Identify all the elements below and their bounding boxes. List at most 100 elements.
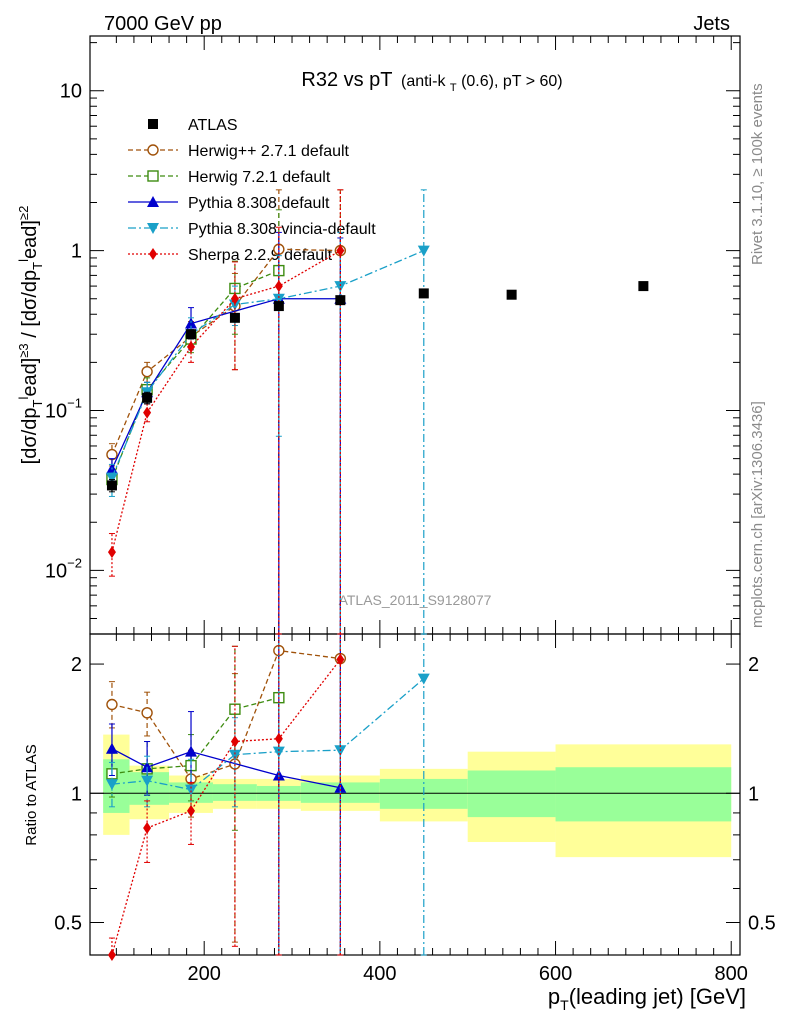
ratio-y-tick-label-left: 0.5: [54, 912, 82, 934]
x-label-rest: (leading jet) [GeV]: [569, 984, 746, 1009]
ratio-y-axis-label: Ratio to ATLAS: [23, 744, 40, 845]
main-point-atlas: [506, 289, 517, 300]
y-label-part-4: ead]: [19, 220, 41, 259]
ratio-point-vincia: [272, 746, 285, 758]
legend-marker-atlas: [148, 119, 158, 129]
ratio-point-vincia: [417, 673, 430, 685]
legend-label-herwigpp: Herwig++ 2.7.1 default: [188, 143, 350, 160]
main-point-atlas: [106, 480, 117, 491]
y-label-part-3: / [dσ/dp: [19, 270, 41, 344]
legend-label-herwig7: Herwig 7.2.1 default: [188, 169, 331, 186]
main-y-tick-label-base: 10: [45, 401, 67, 423]
main-line-sherpa: [111, 250, 341, 553]
main-y-tick-label-base: 10: [60, 81, 82, 103]
legend-label-pythia: Pythia 8.308 default: [188, 195, 330, 212]
main-point-sherpa: [107, 546, 116, 559]
main-point-atlas: [186, 329, 197, 340]
main-y-tick-label-base: 1: [71, 241, 82, 263]
main-point-atlas: [638, 281, 649, 292]
legend-entry-herwigpp: Herwig++ 2.7.1 default: [128, 143, 350, 160]
legend-marker-vincia: [147, 223, 159, 234]
ratio-y-tick-label-right: 1: [748, 783, 759, 805]
legend-label-vincia: Pythia 8.308 vincia-default: [188, 221, 376, 238]
legend-entry-herwig7: Herwig 7.2.1 default: [128, 169, 331, 186]
watermark: ATLAS_2011_S9128077: [339, 592, 492, 608]
main-point-atlas: [273, 301, 284, 312]
main-y-tick-label: 1: [71, 241, 82, 263]
ratio-point-vincia: [185, 784, 198, 796]
x-tick-label: 800: [715, 963, 748, 985]
ratio-point-pythia: [185, 745, 198, 757]
legend: ATLAS Herwig++ 2.7.1 default Herwig 7.2.1 …: [128, 117, 376, 264]
x-label-main: p: [548, 984, 560, 1009]
ratio-band-green-7: [467, 770, 556, 818]
ratio-point-vincia: [105, 779, 118, 791]
main-y-tick-label: 10−1: [45, 396, 82, 423]
ratio-band-green-8: [555, 767, 732, 822]
legend-marker-herwigpp: [147, 144, 159, 156]
y-label-part-1: [dσ/dp: [19, 407, 41, 464]
main-point-sherpa: [274, 280, 283, 293]
legend-entry-sherpa: Sherpa 2.2.9 default: [128, 247, 333, 264]
y-label-sup-4: ≥2: [16, 206, 31, 220]
legend-marker-pythia: [147, 196, 159, 207]
main-y-tick-label-exponent: −1: [67, 396, 82, 411]
legend-entry-pythia: Pythia 8.308 default: [128, 195, 330, 212]
main-series-sherpa: [107, 189, 345, 635]
main-point-sherpa: [187, 340, 196, 353]
ratio-point-sherpa: [187, 804, 196, 817]
chart-title-sub-index: T: [450, 82, 457, 94]
x-label-sub: T: [560, 997, 569, 1013]
main-point-vincia: [334, 281, 347, 293]
main-point-sherpa: [336, 244, 345, 257]
main-point-vincia: [272, 293, 285, 305]
main-line-pythia: [111, 298, 341, 470]
ratio-y-tick-label-left: 1: [71, 783, 82, 805]
ratio-point-vincia: [141, 775, 154, 787]
main-line-herwigpp: [111, 248, 341, 455]
ratio-y-tick-label-right: 0.5: [748, 912, 776, 934]
ratio-series-sherpa: [107, 633, 345, 961]
main-point-atlas: [335, 295, 346, 306]
chart-title-sub-rest: (0.6), pT > 60): [461, 73, 563, 90]
legend-entry-atlas: ATLAS: [148, 117, 238, 134]
main-y-tick-label: 10: [60, 81, 82, 103]
main-line-vincia: [111, 250, 425, 478]
side-text-rivet: Rivet 3.1.10, ≥ 100k events: [749, 83, 766, 265]
ratio-point-sherpa: [336, 653, 345, 666]
ratio-point-sherpa: [274, 732, 283, 745]
ratio-point-herwigpp: [106, 698, 118, 711]
ratio-point-sherpa: [230, 735, 239, 748]
main-point-herwigpp: [106, 448, 118, 461]
main-point-atlas: [418, 288, 429, 299]
main-y-tick-label-exponent: −2: [67, 555, 82, 570]
chart-title-sub: (anti-k: [401, 73, 446, 90]
main-point-pythia: [185, 317, 198, 329]
plot-content: [105, 189, 649, 961]
x-tick-label: 600: [539, 963, 572, 985]
y-label-sub-1: T: [30, 399, 45, 407]
header-left: 7000 GeV pp: [104, 13, 222, 35]
main-line-herwig7: [111, 269, 280, 480]
y-label-sup-3: l: [16, 259, 31, 262]
main-point-atlas: [229, 312, 240, 323]
chart-title-main: R32 vs pT: [301, 69, 392, 91]
main-point-herwigpp: [141, 365, 153, 378]
ratio-point-pythia: [141, 761, 154, 773]
ratio-point-pythia: [105, 742, 118, 754]
ratio-point-sherpa: [107, 949, 116, 961]
main-y-tick-label-base: 10: [45, 560, 67, 582]
main-point-sherpa: [230, 292, 239, 305]
chart-title: R32 vs pT (anti-k T (0.6), pT > 60): [301, 69, 562, 95]
main-point-sherpa: [143, 406, 152, 419]
header-right: Jets: [693, 13, 730, 35]
main-series-atlas: [106, 281, 649, 493]
legend-marker-sherpa: [149, 248, 157, 260]
legend-label-sherpa: Sherpa 2.2.9 default: [188, 247, 333, 264]
legend-entry-vincia: Pythia 8.308 vincia-default: [128, 221, 376, 238]
y-label-sup-1: l: [16, 397, 31, 400]
main-point-atlas: [142, 392, 153, 403]
svg-text:[dσ/dpTlead]≥3 / [dσ/dpTlead]≥: [dσ/dpTlead]≥3 / [dσ/dpTlead]≥2: [16, 206, 45, 465]
x-tick-label: 200: [188, 963, 221, 985]
